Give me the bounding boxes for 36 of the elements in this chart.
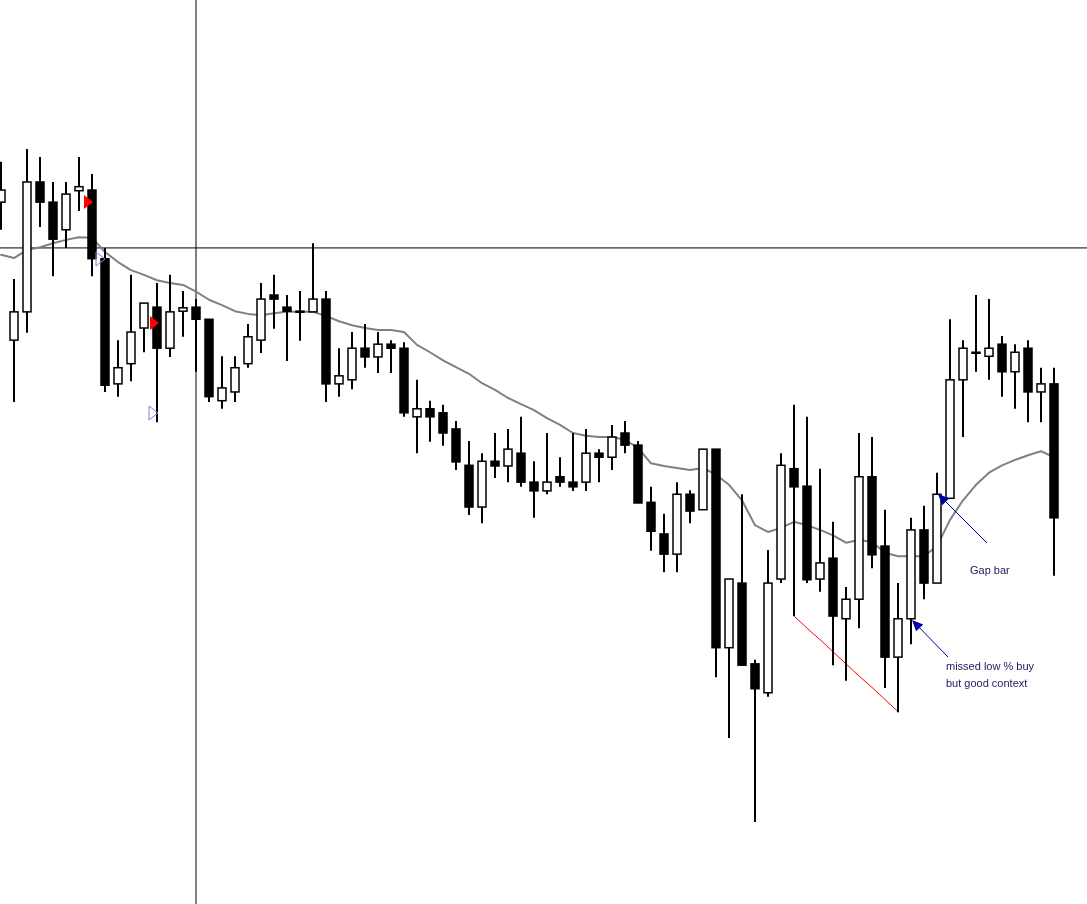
candlestick xyxy=(542,432,552,496)
candlestick xyxy=(412,378,422,455)
candlestick xyxy=(815,467,825,593)
candlestick xyxy=(659,512,669,574)
candlestick xyxy=(386,339,396,375)
candlestick xyxy=(789,403,799,618)
candlestick xyxy=(178,290,188,338)
candlestick xyxy=(425,399,435,443)
candlestick xyxy=(191,298,201,373)
candlestick xyxy=(438,403,448,447)
candlestick xyxy=(373,331,383,375)
candlestick xyxy=(620,419,630,455)
candlestick xyxy=(503,427,513,484)
candlestick xyxy=(984,298,994,381)
annotation: missed low % buy but good context xyxy=(946,660,1035,689)
candlestick xyxy=(269,273,279,330)
annotation: Gap bar xyxy=(970,564,1011,576)
candlestick xyxy=(1036,366,1046,424)
candlestick xyxy=(555,456,565,488)
candlestick xyxy=(282,294,292,362)
candlestick xyxy=(971,294,981,373)
candlestick xyxy=(685,489,695,525)
candlestick xyxy=(490,432,500,480)
candlestick xyxy=(295,290,305,342)
candlestick xyxy=(74,156,84,212)
candlestick xyxy=(568,432,578,492)
candlestick xyxy=(35,156,45,229)
candlestick xyxy=(360,322,370,369)
candlestick xyxy=(841,586,851,682)
candlestick xyxy=(217,355,227,410)
candlestick xyxy=(594,448,604,484)
candlestick xyxy=(113,339,123,398)
candlestick xyxy=(607,423,617,472)
candlestick xyxy=(334,347,344,398)
candlestick xyxy=(529,460,539,519)
candlestick xyxy=(1010,343,1020,410)
